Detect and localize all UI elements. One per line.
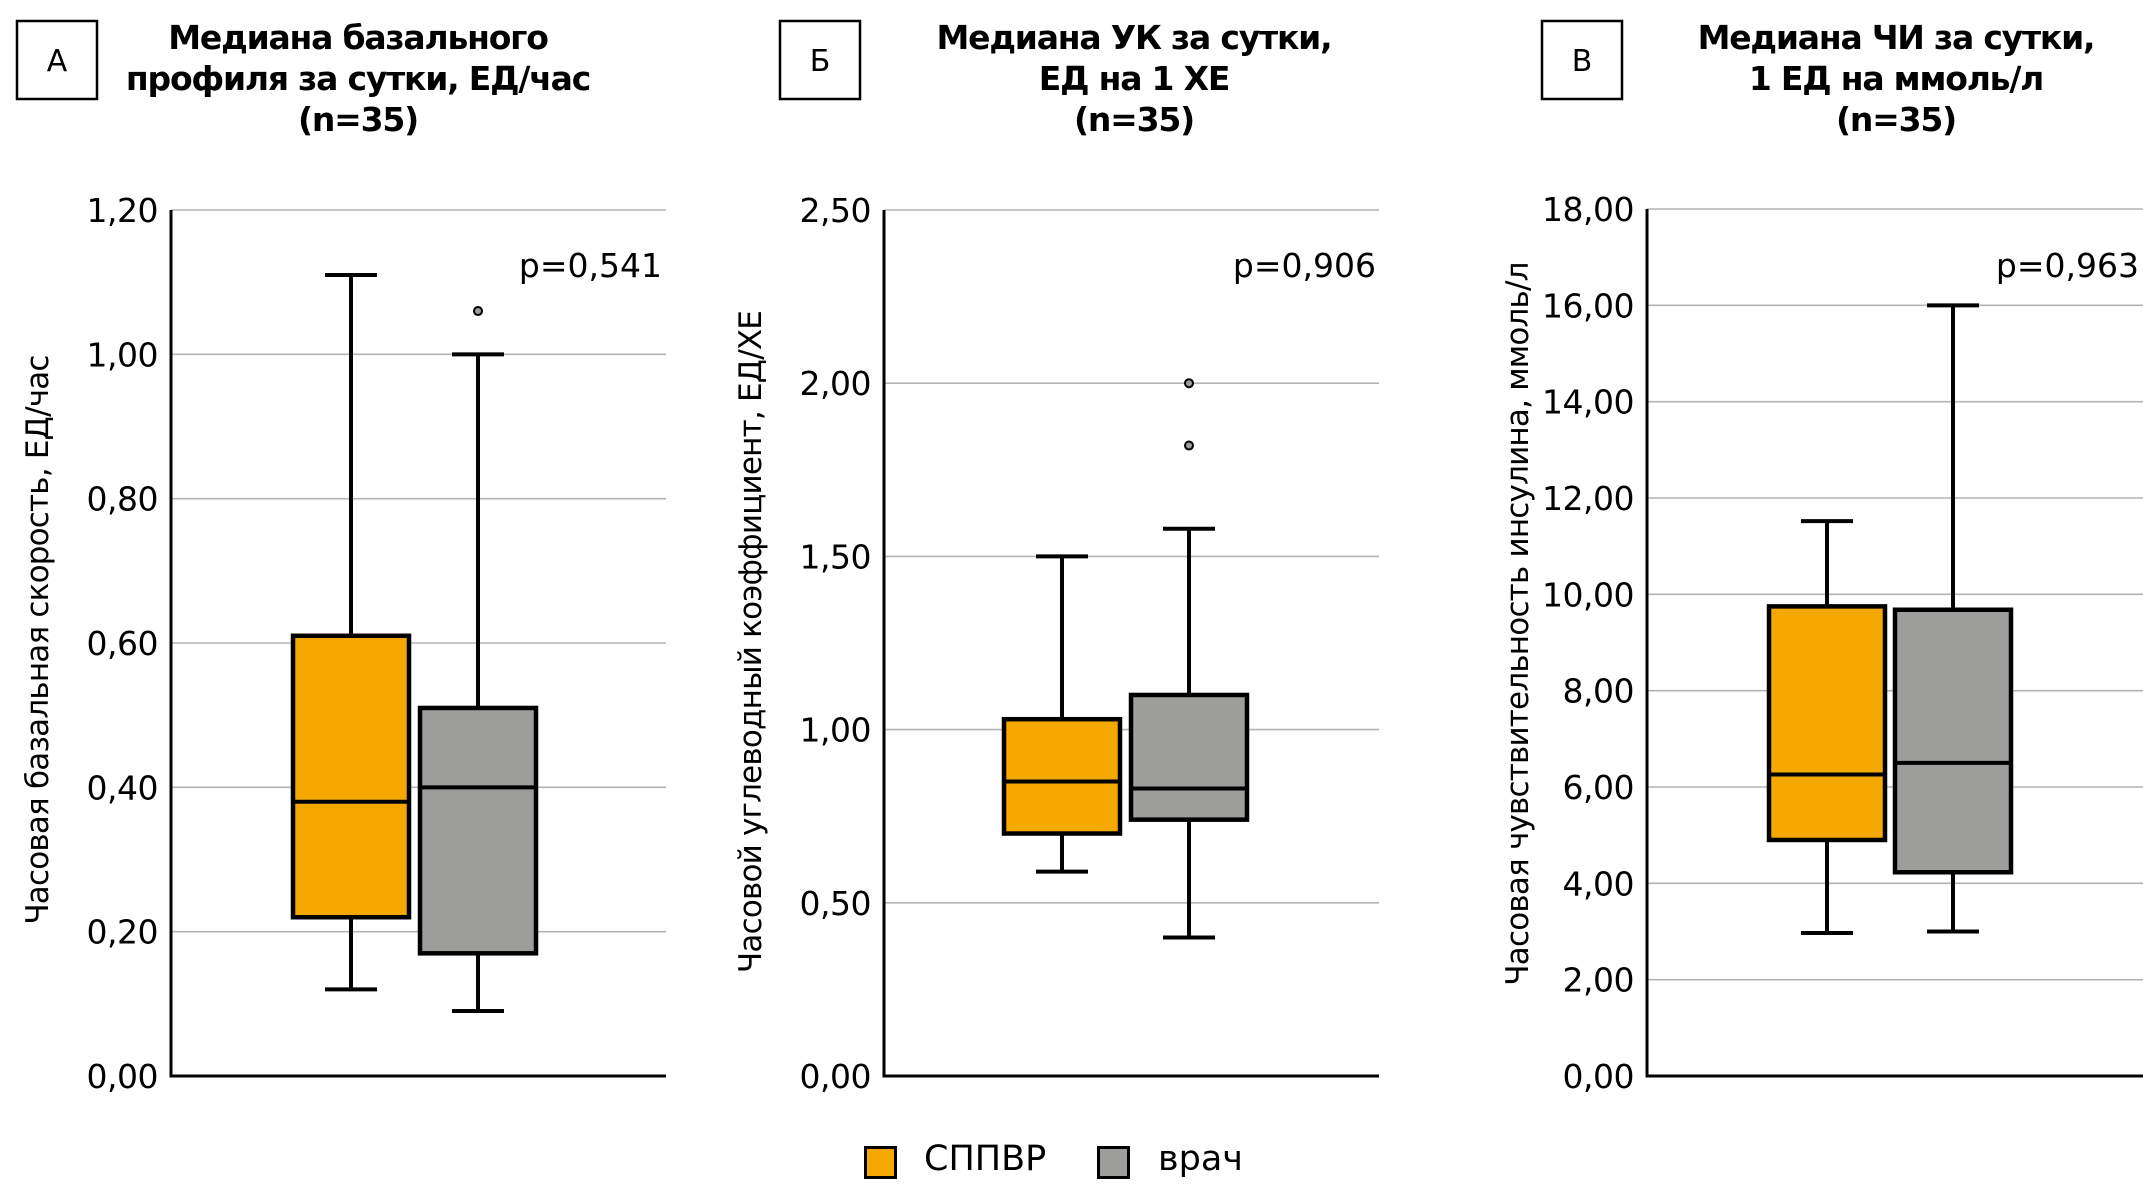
- p-value-annotation: p=0,906: [1233, 246, 1376, 285]
- y-tick-label: 2,50: [800, 191, 871, 230]
- y-tick-label: 18,00: [1542, 190, 1634, 229]
- iqr-box: [1001, 716, 1123, 836]
- y-tick-label: 1,50: [800, 537, 871, 576]
- iqr-box: [1128, 692, 1250, 822]
- y-tick-label: 0,50: [800, 884, 871, 923]
- panel-letter-box: [1540, 19, 1624, 101]
- iqr-box: [1766, 604, 1888, 843]
- chart-title-line: (n=35): [298, 100, 418, 139]
- y-tick-label: 0,80: [87, 480, 158, 519]
- panel-letter: В: [1572, 44, 1593, 79]
- box-vrach: [1128, 378, 1250, 940]
- panel-letter: Б: [810, 44, 831, 79]
- box-sppvr: [1766, 519, 1888, 935]
- y-tick-label: 4,00: [1563, 864, 1634, 903]
- y-tick-label: 0,00: [87, 1057, 158, 1096]
- p-value-annotation: p=0,541: [519, 246, 662, 285]
- panel-letter-box: [778, 19, 862, 101]
- panel-letter-box: [15, 19, 99, 101]
- iqr-box: [417, 705, 539, 956]
- chart-title-line: Медиана базального: [168, 18, 548, 57]
- chart-title-line: профиля за сутки, ЕД/час: [126, 59, 590, 98]
- y-tick-label: 0,40: [87, 768, 158, 807]
- iqr-box: [290, 633, 412, 920]
- chart-title-line: (n=35): [1836, 100, 1956, 139]
- y-tick-label: 0,00: [800, 1057, 871, 1096]
- y-tick-label: 16,00: [1542, 286, 1634, 325]
- legend-label-vrach: врач: [1158, 1139, 1243, 1179]
- p-value-annotation: p=0,963: [1996, 246, 2139, 285]
- legend-swatch-vrach: [1097, 1146, 1130, 1179]
- y-axis-label: Часовая чувствительность инсулина, ммоль…: [1500, 262, 1536, 985]
- y-axis-label: Часовая базальная скорость, ЕД/час: [20, 355, 56, 924]
- y-tick-label: 0,60: [87, 624, 158, 663]
- panel-letter: А: [47, 44, 68, 79]
- iqr-box: [1892, 607, 2014, 875]
- outlier-point: [1184, 378, 1194, 389]
- y-tick-label: 12,00: [1542, 479, 1634, 518]
- chart-title-line: (n=35): [1074, 100, 1194, 139]
- y-tick-label: 6,00: [1563, 768, 1634, 807]
- chart-title-line: 1 ЕД на ммоль/л: [1749, 59, 2043, 98]
- box-vrach: [1892, 303, 2014, 934]
- y-tick-label: 2,00: [1563, 961, 1634, 1000]
- panel-3: В Медиана ЧИ за сутки,1 ЕД на ммоль/л(n=3…: [1500, 18, 2143, 1096]
- y-tick-label: 10,00: [1542, 575, 1634, 614]
- legend-label-sppvr: СППВР: [924, 1139, 1047, 1179]
- y-tick-label: 1,00: [87, 335, 158, 374]
- outlier-point: [1184, 440, 1194, 451]
- y-tick-label: 2,00: [800, 364, 871, 403]
- y-tick-label: 14,00: [1542, 383, 1634, 422]
- y-tick-label: 0,20: [87, 913, 158, 952]
- y-tick-label: 0,00: [1563, 1057, 1634, 1096]
- chart-title-line: Медиана УК за сутки,: [937, 18, 1332, 57]
- box-sppvr: [1001, 554, 1123, 874]
- y-axis-label: Часовой углеводный коэффициент, ЕД/ХЕ: [733, 311, 769, 973]
- box-sppvr: [290, 272, 412, 992]
- outlier-point: [473, 306, 483, 317]
- chart-title-line: ЕД на 1 ХЕ: [1039, 59, 1229, 98]
- legend-swatch-sppvr: [864, 1146, 897, 1179]
- legend-item-sppvr: СППВР: [864, 1139, 1264, 1186]
- chart-title-line: Медиана ЧИ за сутки,: [1698, 18, 2095, 57]
- panel-2: Б Медиана УК за сутки,ЕД на 1 ХЕ(n=35) 0,0…: [733, 18, 1379, 1096]
- y-tick-label: 1,00: [800, 711, 871, 750]
- legend-item-vrach: врач: [1097, 1139, 1397, 1186]
- y-tick-label: 1,20: [87, 191, 158, 230]
- box-vrach: [417, 306, 539, 1014]
- y-tick-label: 8,00: [1563, 672, 1634, 711]
